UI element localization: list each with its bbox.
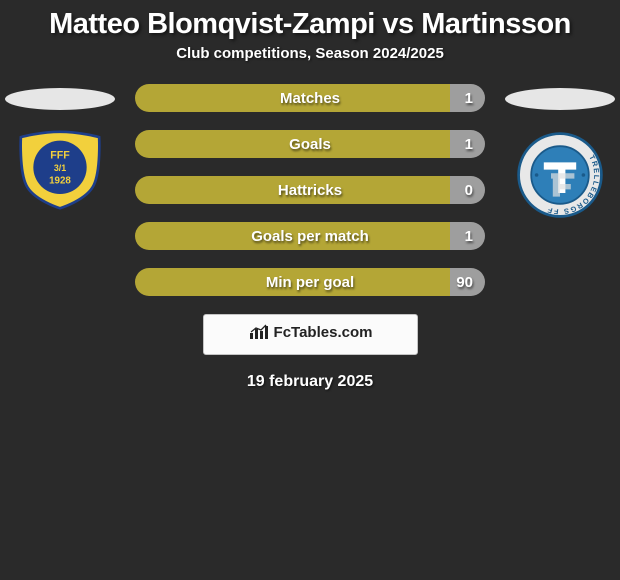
stat-bars: Matches1Goals1Hattricks0Goals per match1… <box>135 76 485 296</box>
stat-value-left <box>135 130 159 158</box>
date-text: 19 february 2025 <box>10 373 610 391</box>
brand-box[interactable]: FcTables.com <box>203 314 418 355</box>
stat-bar: Matches1 <box>135 84 485 112</box>
stat-value-left <box>135 268 159 296</box>
subtitle: Club competitions, Season 2024/2025 <box>0 45 620 76</box>
club-badge-left: FFF 3/1 1928 <box>15 130 105 210</box>
stat-label: Goals per match <box>135 222 485 250</box>
stat-value-right: 1 <box>453 222 485 250</box>
stat-bar: Goals per match1 <box>135 222 485 250</box>
stat-value-left <box>135 176 159 204</box>
svg-text:1928: 1928 <box>49 175 71 186</box>
stat-bar: Goals1 <box>135 130 485 158</box>
stat-bar: Min per goal90 <box>135 268 485 296</box>
stat-label: Min per goal <box>135 268 485 296</box>
comparison-main: FFF 3/1 1928 TRELLEBORGS FF <box>0 76 620 391</box>
player-left-column: FFF 3/1 1928 <box>5 76 115 210</box>
stat-value-right: 1 <box>453 84 485 112</box>
stat-label: Hattricks <box>135 176 485 204</box>
player-right-column: TRELLEBORGS FF <box>505 76 615 220</box>
stat-value-right: 90 <box>444 268 485 296</box>
stat-label: Goals <box>135 130 485 158</box>
player-left-photo-placeholder <box>5 88 115 110</box>
widget-root: Matteo Blomqvist-Zampi vs Martinsson Clu… <box>0 0 620 391</box>
brand-text: FcTables.com <box>274 324 373 341</box>
stat-value-left <box>135 84 159 112</box>
stat-value-left <box>135 222 159 250</box>
stat-bar: Hattricks0 <box>135 176 485 204</box>
player-right-photo-placeholder <box>505 88 615 110</box>
svg-text:FFF: FFF <box>50 149 70 161</box>
stat-value-right: 1 <box>453 130 485 158</box>
stat-value-right: 0 <box>453 176 485 204</box>
club-badge-right: TRELLEBORGS FF <box>515 130 605 220</box>
stat-label: Matches <box>135 84 485 112</box>
chart-icon <box>248 323 270 341</box>
svg-text:3/1: 3/1 <box>54 163 66 173</box>
page-title: Matteo Blomqvist-Zampi vs Martinsson <box>0 0 620 45</box>
